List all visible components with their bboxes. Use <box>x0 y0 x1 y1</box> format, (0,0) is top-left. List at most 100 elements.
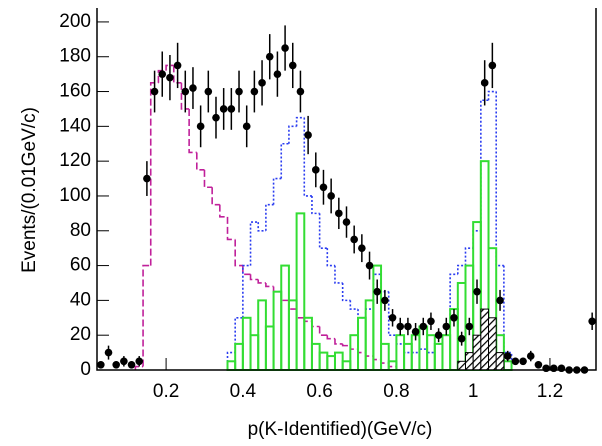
data-point <box>265 52 274 61</box>
histogram-bin <box>433 342 444 371</box>
histogram-step <box>280 142 289 179</box>
x-tick-label: 1.2 <box>537 381 563 402</box>
histogram-step <box>249 274 259 281</box>
histogram-step <box>334 265 343 284</box>
histogram-bin <box>241 316 252 371</box>
histogram-step <box>134 365 144 370</box>
data-point <box>542 364 550 373</box>
histogram-step <box>380 274 389 293</box>
data-point <box>335 209 343 218</box>
histogram-step <box>265 282 274 288</box>
y-tick-label: 200 <box>59 11 91 32</box>
data-point <box>342 218 351 226</box>
data-point <box>450 313 458 322</box>
histogram-step <box>364 308 374 318</box>
data-point <box>350 235 358 244</box>
data-point <box>150 87 159 96</box>
data-point <box>419 322 428 331</box>
y-tick-label: 60 <box>70 255 91 276</box>
histogram-step <box>380 359 389 364</box>
histogram-step <box>387 291 397 336</box>
data-point <box>204 87 213 96</box>
histogram-step <box>257 279 266 284</box>
histogram-step <box>234 239 243 267</box>
data-point <box>135 357 144 366</box>
y-tick-label: 160 <box>59 81 91 102</box>
histogram-bin <box>380 342 390 371</box>
histogram-bin <box>480 308 490 371</box>
histogram-bin <box>326 355 336 372</box>
data-point <box>557 364 566 373</box>
histogram-bin <box>395 334 406 372</box>
histogram-bin <box>310 342 321 371</box>
data-point <box>503 352 512 360</box>
histogram-step <box>196 152 205 171</box>
data-point <box>496 296 504 305</box>
histogram-step <box>357 349 366 354</box>
data-point <box>120 357 128 366</box>
histogram-step <box>487 90 497 101</box>
data-point <box>381 296 389 305</box>
data-point <box>404 322 412 331</box>
histogram-step <box>495 91 504 267</box>
data-point <box>242 122 251 131</box>
data-point <box>480 79 489 87</box>
histogram-bin <box>257 299 267 371</box>
histogram-step <box>165 64 174 71</box>
histogram-bin <box>488 317 497 371</box>
histogram-step <box>318 213 328 249</box>
histogram-step <box>188 108 197 154</box>
data-point <box>158 70 167 78</box>
y-tick-label: 100 <box>59 185 91 206</box>
data-point <box>112 360 120 369</box>
histogram-bin <box>441 334 452 372</box>
data-point <box>97 360 105 369</box>
histogram-bin <box>357 316 367 371</box>
histogram-step <box>480 99 489 231</box>
x-tick-label: 0.4 <box>230 381 257 402</box>
data-point <box>526 352 535 360</box>
histogram-step <box>403 343 412 354</box>
histogram-bin <box>464 352 474 371</box>
data-point <box>488 61 497 70</box>
histogram-bin <box>502 360 513 371</box>
x-tick-label: 1 <box>468 381 479 402</box>
histogram-step <box>326 248 335 267</box>
histogram-step <box>395 335 405 345</box>
data-point <box>327 192 335 200</box>
data-point <box>427 317 435 326</box>
data-point <box>442 322 451 331</box>
y-tick-label: 140 <box>59 115 91 136</box>
histogram-step <box>272 177 282 205</box>
histogram-step <box>364 352 374 357</box>
histogram-step <box>387 363 398 370</box>
histogram-step <box>242 264 251 318</box>
data-point <box>304 131 312 139</box>
data-point <box>166 73 174 82</box>
data-point <box>511 357 520 366</box>
histogram-step <box>295 309 305 319</box>
data-point <box>588 317 596 326</box>
histogram-bin <box>495 352 505 371</box>
histogram-bin <box>303 316 313 371</box>
histogram-step <box>472 229 481 249</box>
data-point <box>181 87 190 96</box>
axes-frame <box>96 8 597 371</box>
y-tick-label: 80 <box>70 220 91 241</box>
histogram-step <box>372 356 382 361</box>
histogram-step <box>226 216 236 241</box>
histogram-step <box>418 348 428 353</box>
data-point <box>311 166 320 174</box>
histogram-step <box>441 334 451 344</box>
y-tick-label: 40 <box>70 289 91 310</box>
histogram-step <box>288 125 297 144</box>
histogram-bin <box>456 281 467 372</box>
histogram-step <box>211 187 220 206</box>
data-point <box>549 364 558 373</box>
x-tick-label: 0.2 <box>153 381 179 402</box>
histogram-step <box>180 82 190 110</box>
data-point <box>365 261 374 270</box>
x-axis-label: p(K-Identified)(GeV/c) <box>248 419 433 440</box>
histogram-step <box>234 316 243 353</box>
